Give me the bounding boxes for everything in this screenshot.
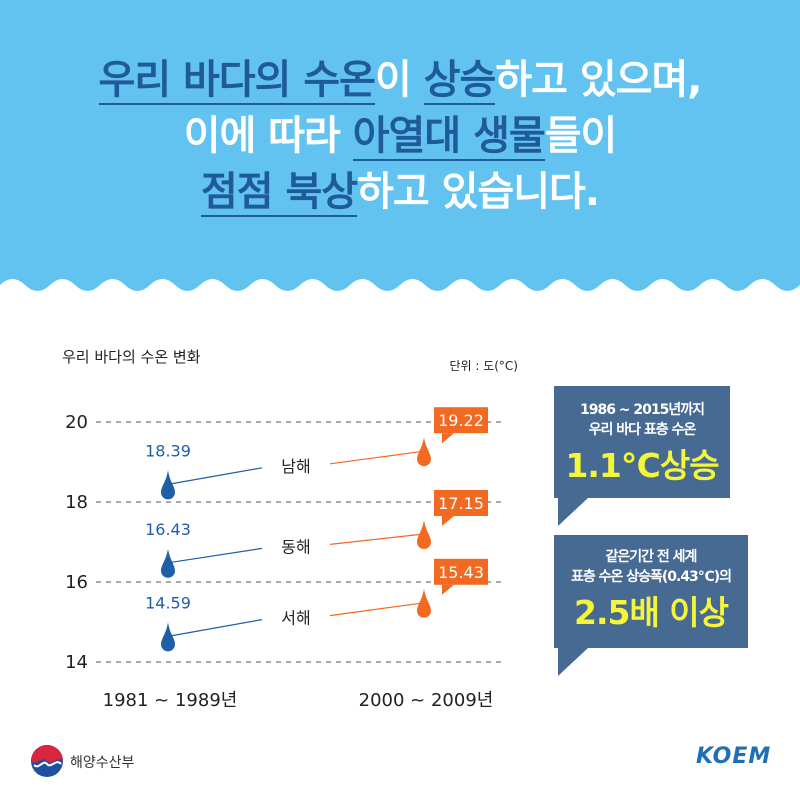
headline-text: 하고 있습니다. [357, 169, 600, 215]
callout-2-line-2: 표층 수온 상승폭(0.43℃)의 [570, 569, 732, 585]
callout-1-line-2: 우리 바다 표층 수온 [588, 422, 697, 438]
y-tick-label: 14 [65, 652, 88, 673]
drop-marker-recent [417, 520, 431, 549]
data-label-box [434, 490, 488, 516]
callout-1-line-1: 1986 ~ 2015년까지 [579, 402, 705, 418]
headline-line-2: 이에 따라 아열대 생물들이 [0, 108, 800, 164]
series-1: 남해 18.39 19.22 [145, 407, 488, 500]
drop-marker-past [161, 470, 175, 500]
data-label-tail [442, 584, 454, 595]
headline-line-3: 점점 북상하고 있습니다. [0, 164, 800, 220]
headline-highlight: 아열대 생물 [352, 113, 546, 161]
series-line-recent [329, 450, 425, 465]
koem-logo: KOEM [696, 744, 772, 769]
data-label-recent: 17.15 [438, 494, 484, 513]
series-line-past [167, 467, 263, 485]
chart-title: 우리 바다의 수온 변화 [62, 348, 201, 366]
headline-text: 이 [374, 57, 424, 103]
ministry-name: 해양수산부 [70, 755, 135, 771]
headline: 우리 바다의 수온이 상승하고 있으며, 이에 따라 아열대 생물들이 점점 북상하… [0, 52, 800, 220]
data-label-tail [442, 433, 454, 444]
series-name-label: 동해 [281, 537, 310, 556]
callout-1-tail [558, 498, 588, 526]
series-line-recent [329, 533, 425, 545]
callout-1-highlight: 1.1℃상승 [565, 446, 719, 485]
header-wave-band [0, 0, 800, 291]
callout-2-tail [558, 648, 588, 676]
headline-line-1: 우리 바다의 수온이 상승하고 있으며, [0, 52, 800, 108]
wave-edge [0, 0, 800, 291]
unit-label: 단위 : 도(°C) [449, 359, 518, 373]
drop-marker-past [161, 622, 175, 652]
data-label-past: 18.39 [145, 441, 191, 460]
headline-text: 하고 있으며, [495, 57, 702, 103]
series-name-label: 서해 [281, 609, 310, 628]
series-2: 동해 16.43 17.15 [145, 490, 488, 578]
series-layer: 남해 18.39 19.22 동해 16.43 17.15 서해 14.59 15.43 [145, 407, 488, 652]
headline-text: 이에 따라 [183, 113, 353, 159]
series-line-past [167, 619, 263, 637]
x-tick-label: 2000 ~ 2009년 [359, 690, 494, 711]
series-line-recent [329, 602, 425, 617]
headline-highlight: 점점 북상 [200, 169, 358, 217]
ministry-emblem-icon [31, 745, 63, 777]
series-3: 서해 14.59 15.43 [145, 558, 488, 652]
data-label-past: 14.59 [145, 593, 191, 612]
temperature-chart: 우리 바다의 수온 변화 단위 : 도(°C) 14 16 18 20 남해 18.39… [62, 348, 518, 711]
data-label-box [434, 558, 488, 585]
y-tick-label: 16 [65, 572, 88, 593]
headline-highlight: 상승 [423, 57, 496, 105]
drop-marker-recent [417, 437, 431, 467]
callout-2-highlight: 2.5배 이상 [573, 593, 729, 632]
data-label-past: 16.43 [145, 520, 191, 539]
y-tick-label: 20 [65, 412, 88, 433]
series-line-past [167, 547, 263, 564]
x-tick-labels: 1981 ~ 1989년 2000 ~ 2009년 [103, 690, 494, 711]
x-tick-label: 1981 ~ 1989년 [103, 690, 238, 711]
data-label-tail [442, 516, 454, 526]
headline-highlight: 우리 바다의 수온 [98, 57, 376, 105]
y-tick-labels: 14 16 18 20 [65, 412, 88, 673]
data-label-recent: 19.22 [438, 411, 484, 430]
headline-text: 들이 [544, 113, 618, 159]
callout-2-line-1: 같은기간 전 세계 [605, 549, 698, 565]
series-name-label: 남해 [281, 457, 310, 476]
data-label-box [434, 407, 488, 434]
drop-marker-past [161, 548, 175, 578]
callout-global-compare: 같은기간 전 세계 표층 수온 상승폭(0.43℃)의 2.5배 이상 [554, 535, 748, 676]
drop-marker-recent [417, 588, 431, 618]
data-label-recent: 15.43 [438, 563, 484, 582]
y-tick-label: 18 [65, 492, 88, 513]
callout-korea-rise: 1986 ~ 2015년까지 우리 바다 표층 수온 1.1℃상승 [554, 386, 730, 526]
